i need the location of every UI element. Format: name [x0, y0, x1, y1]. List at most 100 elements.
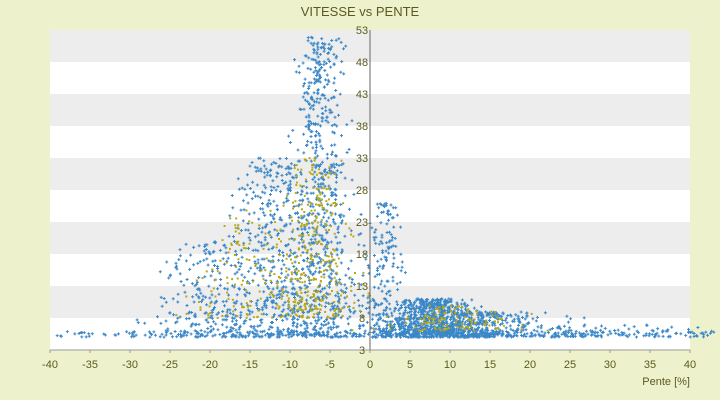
- data-point: [505, 334, 508, 338]
- data-point: [418, 298, 421, 302]
- data-point: [383, 284, 387, 288]
- data-point: [348, 331, 352, 335]
- data-point: [609, 332, 613, 336]
- data-point: [293, 211, 297, 215]
- data-point: [350, 289, 353, 292]
- data-point: [303, 226, 307, 230]
- data-point: [409, 313, 413, 317]
- data-point: [271, 245, 275, 249]
- data-point: [301, 316, 304, 319]
- data-point: [313, 170, 317, 174]
- data-point: [403, 271, 407, 275]
- data-point: [319, 46, 323, 49]
- data-point: [313, 157, 316, 160]
- data-point: [185, 278, 189, 281]
- data-point: [313, 180, 317, 184]
- data-point: [312, 259, 314, 261]
- data-point: [189, 253, 193, 257]
- data-point: [446, 327, 449, 330]
- data-point: [580, 332, 584, 336]
- data-point: [334, 56, 338, 60]
- data-point: [237, 187, 241, 191]
- data-point: [335, 247, 339, 251]
- data-point: [130, 331, 134, 335]
- data-point: [376, 266, 380, 270]
- data-point: [135, 318, 139, 322]
- data-point: [517, 319, 521, 323]
- data-point: [333, 310, 336, 313]
- data-point: [349, 229, 353, 233]
- data-point: [202, 258, 206, 262]
- data-point: [320, 202, 323, 205]
- data-point: [322, 259, 325, 262]
- data-point: [159, 321, 163, 325]
- data-point: [260, 313, 263, 316]
- x-tick-label: 30: [604, 359, 616, 371]
- data-point: [302, 309, 304, 312]
- data-point: [307, 226, 311, 230]
- data-point: [323, 286, 327, 290]
- data-point: [317, 199, 320, 202]
- x-tick-label: 40: [684, 359, 696, 371]
- data-point: [480, 327, 484, 331]
- data-point: [408, 306, 412, 310]
- data-point: [349, 259, 353, 263]
- data-point: [294, 301, 297, 304]
- data-point: [309, 238, 313, 241]
- data-point: [451, 319, 455, 323]
- data-point: [175, 320, 179, 324]
- data-point: [384, 308, 388, 312]
- data-point: [326, 331, 330, 334]
- data-point: [302, 107, 306, 111]
- x-tick-label: 35: [644, 359, 656, 371]
- data-point: [420, 331, 423, 335]
- data-point: [190, 282, 194, 286]
- data-point: [292, 265, 296, 268]
- data-point: [293, 58, 296, 62]
- data-point: [378, 202, 382, 206]
- data-point: [232, 239, 236, 243]
- data-point: [248, 291, 251, 295]
- data-point: [305, 191, 309, 195]
- data-point: [399, 332, 403, 336]
- data-point: [377, 303, 380, 307]
- y-tick-label: 48: [356, 57, 368, 69]
- data-point: [520, 334, 523, 337]
- data-point: [305, 301, 308, 304]
- data-point: [453, 332, 457, 336]
- data-point: [250, 161, 254, 164]
- data-point: [362, 271, 365, 274]
- data-point: [339, 308, 342, 311]
- data-point: [127, 331, 131, 335]
- data-point: [434, 333, 438, 337]
- data-point: [239, 333, 243, 337]
- data-point: [334, 212, 337, 216]
- data-point: [303, 54, 307, 58]
- data-point: [448, 331, 452, 335]
- data-point: [539, 326, 543, 330]
- data-point: [328, 111, 332, 115]
- data-point: [316, 212, 320, 216]
- data-point: [537, 333, 541, 337]
- data-point: [281, 251, 285, 254]
- data-point: [296, 314, 299, 317]
- data-point: [319, 193, 322, 196]
- data-point: [271, 305, 275, 309]
- data-point: [185, 333, 189, 337]
- data-point: [252, 211, 256, 215]
- data-point: [328, 282, 332, 286]
- data-point: [325, 318, 329, 322]
- data-point: [398, 280, 402, 284]
- data-point: [395, 282, 399, 286]
- data-point: [335, 283, 337, 286]
- data-point: [402, 325, 406, 329]
- data-point: [249, 266, 253, 270]
- data-point: [241, 219, 245, 223]
- data-point: [382, 313, 385, 317]
- data-point: [412, 303, 416, 307]
- data-point: [505, 321, 509, 325]
- data-point: [178, 254, 182, 258]
- data-point: [304, 125, 308, 128]
- data-point: [262, 243, 266, 247]
- data-point: [309, 81, 313, 85]
